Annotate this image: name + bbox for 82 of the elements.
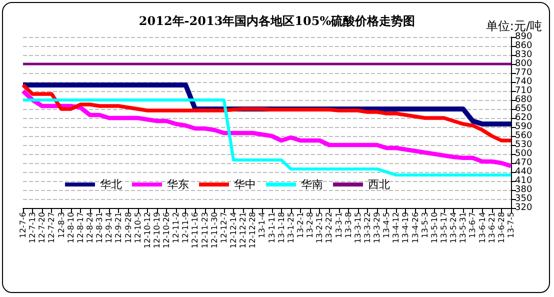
y-tick-label: 860 [515, 41, 532, 51]
y-tick-label: 800 [515, 59, 532, 69]
text: 单位:元/吨 [486, 19, 542, 33]
y-tick-label: 830 [515, 50, 532, 60]
x-tick-label: 13-2-22 [324, 212, 334, 244]
y-tick-label: 320 [515, 203, 532, 213]
y-tick-label: 890 [515, 32, 532, 42]
x-tick-label: 12-11-30 [210, 212, 219, 248]
y-tick-label: 740 [515, 77, 532, 87]
x-tick-label: 12-9-28 [124, 212, 133, 244]
chart-title: 2012年-2013年国内各地区105%硫酸价格走势图 [138, 14, 416, 28]
x-tick-label: 13-6-28 [496, 212, 506, 244]
legend-label: 华北 [100, 178, 122, 191]
x-tick-label: 13-2-15 [315, 212, 324, 244]
x-tick-label: 13-3-15 [353, 212, 362, 244]
y-tick-label: 380 [515, 185, 532, 195]
x-tick-label: 13-5-24 [449, 212, 458, 244]
x-tick-label: 13-1-4 [258, 212, 267, 238]
legend-label: 西北 [368, 178, 390, 191]
x-tick-label: 13-1-11 [267, 212, 276, 244]
x-tick-label: 12-7-13 [28, 212, 38, 244]
x-tick-label: 12-9-21 [114, 212, 124, 244]
x-tick-label: 12-9-14 [104, 212, 114, 244]
x-tick-label: 13-3-29 [372, 212, 382, 244]
x-tick-label: 13-2-1 [296, 212, 305, 238]
y-tick-label: 350 [515, 194, 532, 204]
x-tick-label: 13-7-5 [506, 212, 516, 238]
y-tick-label: 770 [515, 68, 532, 78]
x-tick-label: 13-2-8 [306, 212, 315, 238]
y-tick-label: 530 [515, 140, 532, 150]
x-tick-label: 12-8-17 [76, 212, 85, 244]
x-tick-label: 12-7-27 [47, 212, 56, 244]
x-tick-label: 12-10-19 [152, 212, 162, 248]
x-tick-label: 13-3-8 [344, 212, 353, 238]
y-tick-label: 590 [515, 122, 532, 132]
x-tick-label: 12-10-5 [133, 212, 142, 244]
x-tick-label: 12-8-3 [56, 212, 66, 238]
legend-label: 华东 [167, 178, 189, 191]
x-tick-label: 13-6-21 [487, 212, 496, 244]
legend-label: 华南 [301, 178, 323, 191]
x-tick-label: 13-1-25 [286, 212, 296, 244]
x-tick-label: 13-3-22 [362, 212, 372, 244]
x-tick-label: 13-4-12 [392, 212, 401, 244]
y-tick-label: 710 [515, 86, 532, 96]
x-tick-label: 12-8-24 [85, 212, 94, 244]
line-series [20, 88, 514, 168]
x-tick-label: 12-11-9 [181, 212, 190, 244]
x-tick-label: 13-1-18 [276, 212, 286, 244]
legend-label: 华中 [234, 178, 256, 191]
y-tick-label: 440 [515, 167, 532, 177]
x-tick-label: 13-4-19 [401, 212, 410, 244]
x-tick-label: 13-5-10 [430, 212, 439, 244]
y-tick-label: 470 [515, 158, 532, 168]
y-tick-label: 560 [515, 131, 532, 141]
x-tick-label: 12-12-14 [229, 212, 238, 248]
y-tick-label: 500 [515, 149, 532, 159]
y-tick-label: 620 [515, 113, 532, 123]
y-tick-label: 650 [515, 104, 532, 114]
x-tick-label: 13-5-31 [458, 212, 468, 244]
x-tick-label: 12-10-26 [162, 212, 172, 248]
x-tick-label: 13-5-17 [440, 212, 449, 244]
x-tick-label: 13-6-7 [468, 212, 478, 238]
x-tick-label: 13-6-14 [478, 212, 487, 244]
y-tick-label: 410 [515, 176, 532, 186]
x-tick-label: 12-12-21 [238, 212, 248, 248]
line-series [21, 83, 513, 142]
x-tick-label: 12-8-10 [66, 212, 76, 244]
x-tick-label: 12-7-20 [38, 212, 47, 244]
x-tick-label: 13-5-3 [420, 212, 430, 238]
x-tick-label: 13-4-26 [410, 212, 420, 244]
x-tick-label: 12-10-12 [142, 212, 152, 248]
x-tick-label: 12-8-31 [95, 212, 104, 244]
x-tick-label: 13-4-5 [382, 212, 392, 238]
y-tick-label: 680 [515, 95, 532, 105]
x-tick-label: 12-11-16 [190, 212, 200, 248]
line-series [21, 98, 513, 177]
x-tick-label: 12-11-23 [200, 212, 210, 248]
x-tick-label: 12-7-6 [18, 212, 28, 238]
x-tick-label: 12-12-7 [219, 212, 228, 244]
x-tick-label: 13-3-1 [334, 212, 344, 238]
x-tick-label: 12-12-28 [248, 212, 258, 248]
x-tick-label: 12-11-2 [172, 212, 181, 244]
